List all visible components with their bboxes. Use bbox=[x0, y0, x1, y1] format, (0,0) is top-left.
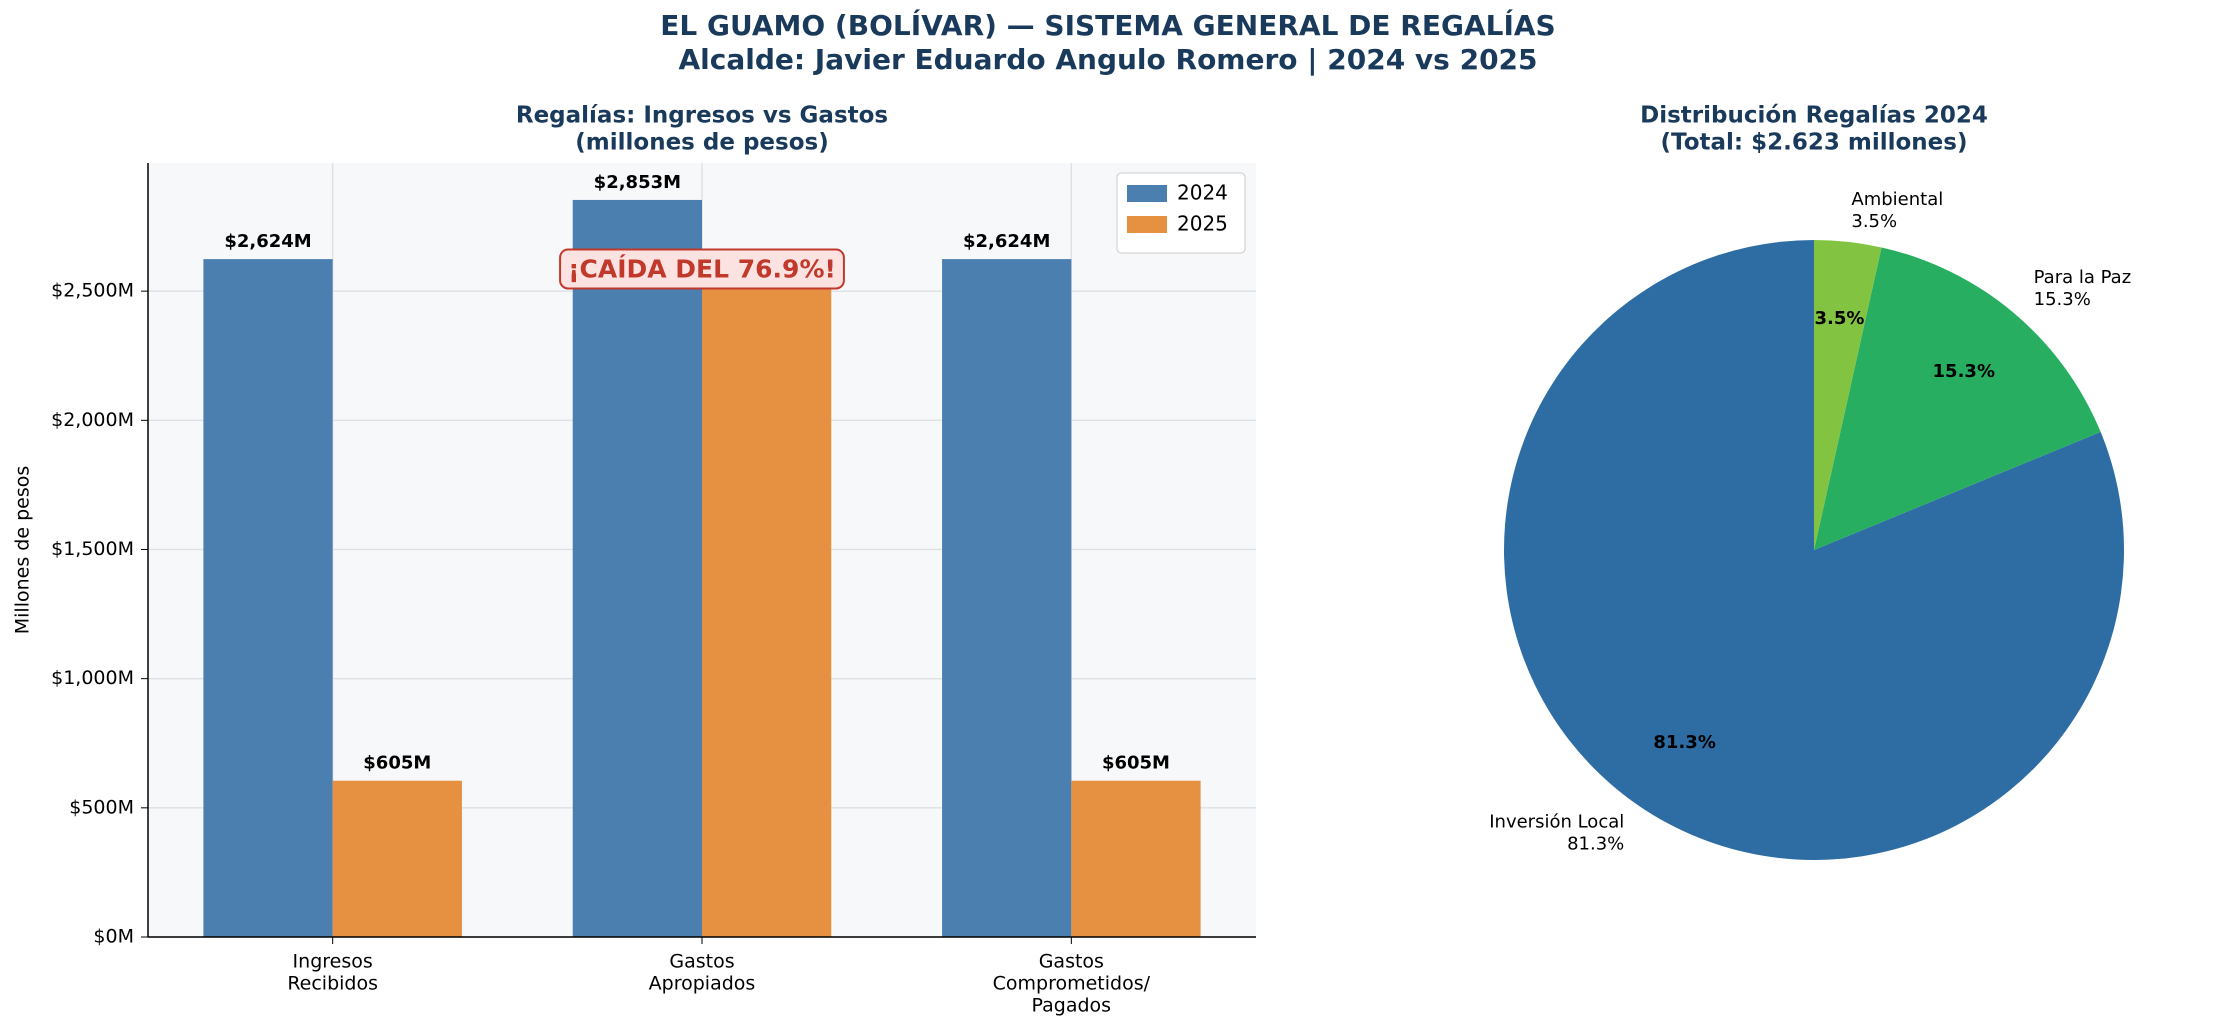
slice-pct: 81.3% bbox=[1567, 833, 1624, 854]
y-tick-label: $1,000M bbox=[51, 667, 134, 689]
y-tick-label: $2,000M bbox=[51, 409, 134, 431]
bar bbox=[572, 199, 702, 938]
legend-label: 2024 bbox=[1177, 181, 1228, 205]
figure-subtitle: Alcalde: Javier Eduardo Angulo Romero | … bbox=[678, 43, 1537, 76]
chart-title: (millones de pesos) bbox=[575, 130, 828, 156]
value-label: $605M bbox=[363, 753, 431, 774]
slice-pct: 3.5% bbox=[1851, 211, 1897, 232]
chart-title: Regalías: Ingresos vs Gastos bbox=[516, 103, 888, 129]
bar bbox=[332, 780, 462, 937]
y-tick-label: $0M bbox=[93, 926, 134, 948]
annotation: ¡CAÍDA DEL 76.9%! bbox=[568, 254, 836, 283]
slice-pct: 15.3% bbox=[2034, 289, 2091, 310]
slice-label: Inversión Local bbox=[1489, 811, 1624, 832]
legend-label: 2025 bbox=[1177, 212, 1228, 236]
bar bbox=[942, 259, 1072, 937]
value-label: $2,624M bbox=[963, 231, 1050, 252]
pct-label: 15.3% bbox=[1933, 361, 1995, 382]
chart-title: Distribución Regalías 2024 bbox=[1640, 103, 1988, 129]
x-tick-label: Comprometidos/ bbox=[993, 973, 1151, 995]
figure-title: EL GUAMO (BOLÍVAR) — SISTEMA GENERAL DE … bbox=[660, 8, 1555, 42]
pie-slice bbox=[1814, 240, 1882, 550]
value-label: $2,624M bbox=[224, 231, 311, 252]
bar bbox=[203, 259, 333, 937]
y-axis-label: Millones de pesos bbox=[12, 466, 34, 635]
value-label: $605M bbox=[1102, 753, 1170, 774]
annotation-box bbox=[559, 248, 845, 290]
x-tick-label: Gastos bbox=[1039, 951, 1104, 973]
x-tick-label: Recibidos bbox=[287, 973, 378, 995]
pct-label: 3.5% bbox=[1815, 308, 1865, 329]
pie-slice bbox=[1814, 247, 2101, 550]
y-tick-label: $1,500M bbox=[51, 538, 134, 560]
x-tick-label: Pagados bbox=[1032, 995, 1112, 1017]
y-tick-label: $2,500M bbox=[51, 280, 134, 302]
slice-label: Para la Paz bbox=[2034, 267, 2132, 288]
x-tick-label: Ingresos bbox=[293, 951, 373, 973]
y-tick-label: $500M bbox=[69, 796, 134, 818]
chart-title: (Total: $2.623 millones) bbox=[1661, 130, 1968, 156]
slice-label: Ambiental bbox=[1851, 189, 1943, 210]
bar bbox=[702, 265, 832, 937]
pct-label: 81.3% bbox=[1653, 732, 1715, 753]
x-tick-label: Gastos bbox=[669, 951, 734, 973]
legend-swatch bbox=[1127, 216, 1167, 233]
bar bbox=[1071, 780, 1201, 937]
value-label: $2,853M bbox=[594, 172, 681, 193]
x-tick-label: Apropiados bbox=[649, 973, 756, 995]
legend-swatch bbox=[1127, 185, 1167, 202]
